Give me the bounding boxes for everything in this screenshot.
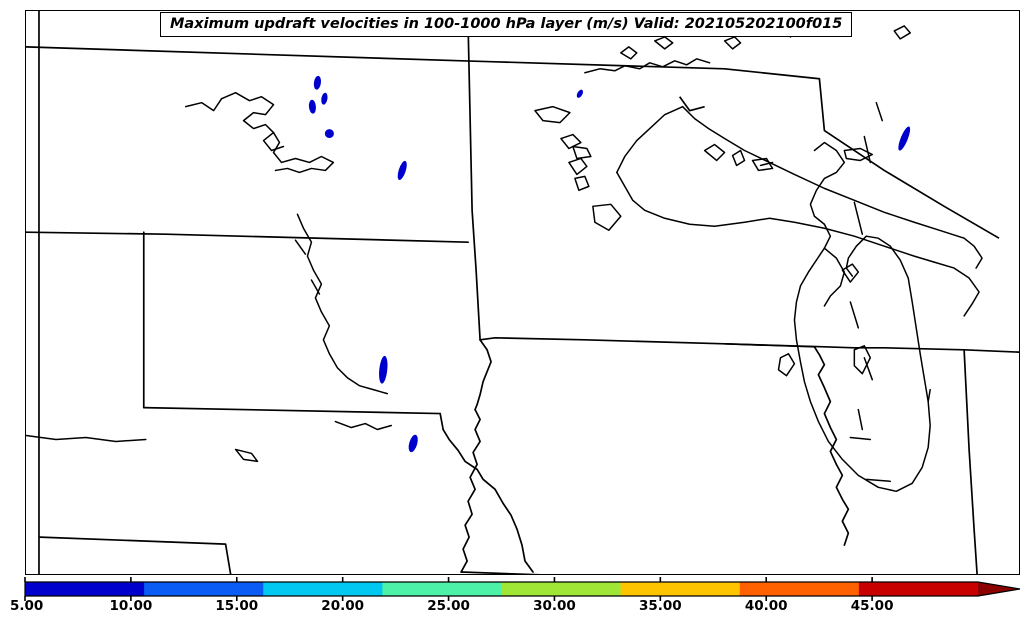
colorbar[interactable] — [24, 577, 1021, 601]
colorbar-tick-label: 25.00 — [427, 598, 470, 614]
data-point — [408, 434, 418, 453]
colorbar-tick-label: 45.00 — [850, 598, 894, 614]
data-point — [324, 129, 334, 139]
colorbar-tick-label: 20.00 — [321, 598, 365, 614]
data-point — [379, 355, 388, 384]
data-point — [576, 89, 584, 98]
data-point — [313, 75, 322, 90]
state-borders-layer — [26, 11, 1019, 574]
map-title-box: Maximum updraft velocities in 100-1000 h… — [160, 12, 853, 37]
colorbar-segments — [24, 581, 1021, 597]
data-point — [321, 92, 328, 105]
map-plot-area[interactable] — [25, 10, 1020, 575]
colorbar-tick-label: 15.00 — [215, 598, 259, 614]
colorbar-segment — [382, 582, 503, 596]
colorbar-segment — [144, 582, 264, 596]
colorbar-segment — [263, 582, 383, 596]
colorbar-segment — [620, 582, 741, 596]
colorbar-ticks — [24, 577, 873, 601]
page-title: Maximum updraft velocities in 100-1000 h… — [170, 16, 843, 32]
colorbar-segment — [501, 582, 622, 596]
colorbar-segment — [25, 582, 145, 596]
colorbar-tick-label: 5.00 — [10, 598, 44, 614]
colorbar-segment — [858, 582, 979, 596]
colorbar-canvas — [24, 577, 1021, 601]
colorbar-outline — [24, 581, 1021, 597]
colorbar-tick-label: 40.00 — [744, 598, 788, 614]
international-border-layer — [678, 67, 1000, 239]
colorbar-tick-label: 35.00 — [638, 598, 682, 614]
coastline-lakes-layer — [26, 24, 983, 493]
data-point — [308, 99, 316, 114]
colorbar-tick-labels: 5.00 10.00 15.00 20.00 25.00 30.00 35.00 40.00 4… — [0, 598, 1033, 620]
map-canvas — [26, 11, 1019, 574]
data-points-layer — [308, 75, 911, 453]
data-point — [397, 160, 407, 180]
colorbar-extend-arrow — [978, 582, 1020, 596]
colorbar-tick-label: 10.00 — [109, 598, 153, 614]
colorbar-tick-label: 30.00 — [533, 598, 576, 614]
data-point — [898, 126, 911, 151]
colorbar-segment — [739, 582, 860, 596]
